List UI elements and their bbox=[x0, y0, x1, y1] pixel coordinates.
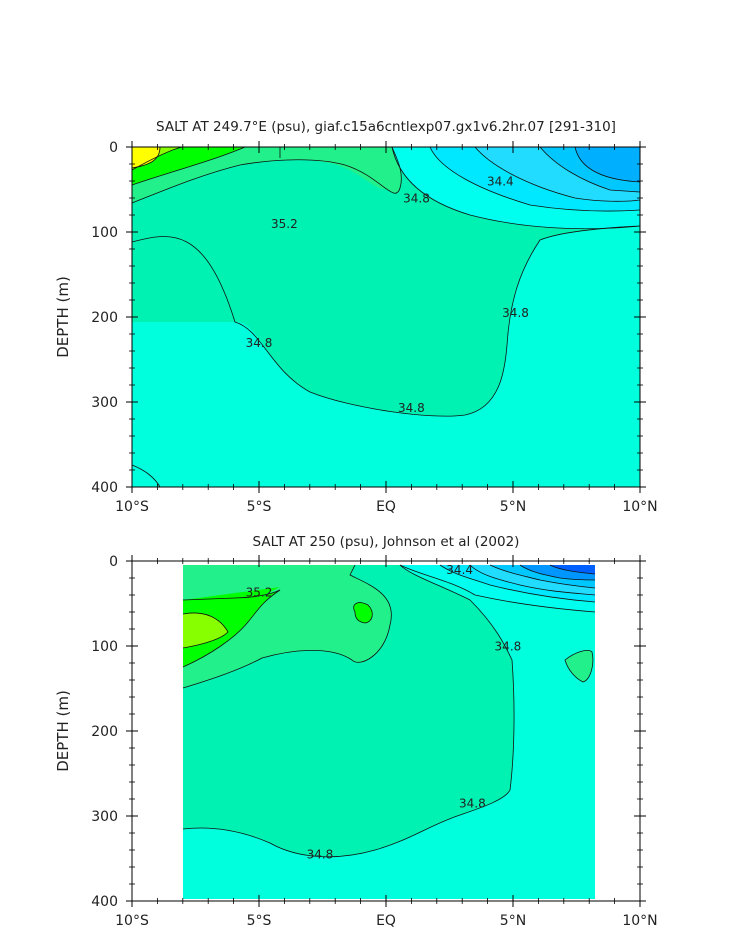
x-tick-label: EQ bbox=[376, 913, 396, 929]
y-tick-label: 100 bbox=[91, 639, 118, 655]
y-tick-label: 100 bbox=[91, 225, 118, 241]
contour-label: 34.8 bbox=[495, 639, 522, 653]
x-tick-label: 5°N bbox=[500, 913, 526, 929]
top-y-ticks: 0 100 200 300 400 bbox=[91, 140, 646, 496]
y-tick-label: 0 bbox=[109, 554, 118, 570]
top-contour-fill bbox=[132, 147, 640, 487]
contour-label: 35.2 bbox=[271, 217, 298, 231]
contour-label: 34.8 bbox=[246, 336, 273, 350]
bottom-contour-labels: 35.2 34.4 34.8 34.8 34.8 bbox=[246, 563, 522, 862]
y-tick-label: 400 bbox=[91, 894, 118, 910]
bottom-axes: 10°S 5°S EQ 5°N 10°N 0 100 200 300 400 bbox=[91, 554, 657, 929]
x-tick-label: 10°S bbox=[115, 913, 149, 929]
top-axes: 10°S 5°S EQ 5°N 10°N 0 100 200 300 400 bbox=[91, 140, 657, 515]
top-contour-labels: 34.4 34.8 35.2 34.8 34.8 34.8 bbox=[246, 174, 529, 415]
y-tick-label: 300 bbox=[91, 809, 118, 825]
bottom-y-ticks: 0 100 200 300 400 bbox=[91, 554, 646, 910]
bottom-panel: SALT AT 250 (psu), Johnson et al (2002) bbox=[54, 534, 658, 929]
bottom-y-axis-label: DEPTH (m) bbox=[54, 690, 72, 772]
top-panel: SALT AT 249.7°E (psu), giaf.c15a6cntlexp… bbox=[54, 119, 658, 515]
y-tick-label: 400 bbox=[91, 480, 118, 496]
y-tick-label: 300 bbox=[91, 395, 118, 411]
bottom-contour-fill bbox=[183, 565, 595, 899]
contour-label: 34.8 bbox=[307, 848, 334, 862]
bottom-contour-lines bbox=[182, 564, 596, 858]
top-contour-lines bbox=[131, 146, 641, 488]
x-tick-label: 10°S bbox=[115, 499, 149, 515]
y-tick-label: 0 bbox=[109, 140, 118, 156]
x-tick-label: 10°N bbox=[622, 913, 657, 929]
contour-label: 34.4 bbox=[487, 174, 514, 188]
contour-label: 34.8 bbox=[502, 306, 529, 320]
y-tick-label: 200 bbox=[91, 310, 118, 326]
contour-label: 34.8 bbox=[398, 401, 425, 415]
top-y-axis-label: DEPTH (m) bbox=[54, 276, 72, 358]
x-tick-label: 5°N bbox=[500, 499, 526, 515]
x-tick-label: 5°S bbox=[247, 913, 272, 929]
bottom-chart-title: SALT AT 250 (psu), Johnson et al (2002) bbox=[253, 534, 520, 550]
contour-label: 34.4 bbox=[446, 563, 473, 577]
contour-label: 35.2 bbox=[246, 586, 273, 600]
y-tick-label: 200 bbox=[91, 724, 118, 740]
contour-label: 34.8 bbox=[459, 797, 486, 811]
bottom-x-ticks: 10°S 5°S EQ 5°N 10°N bbox=[115, 555, 658, 929]
top-chart-title: SALT AT 249.7°E (psu), giaf.c15a6cntlexp… bbox=[156, 119, 616, 135]
x-tick-label: 5°S bbox=[247, 499, 272, 515]
x-tick-label: 10°N bbox=[622, 499, 657, 515]
contour-label: 34.8 bbox=[403, 191, 430, 205]
x-tick-label: EQ bbox=[376, 499, 396, 515]
